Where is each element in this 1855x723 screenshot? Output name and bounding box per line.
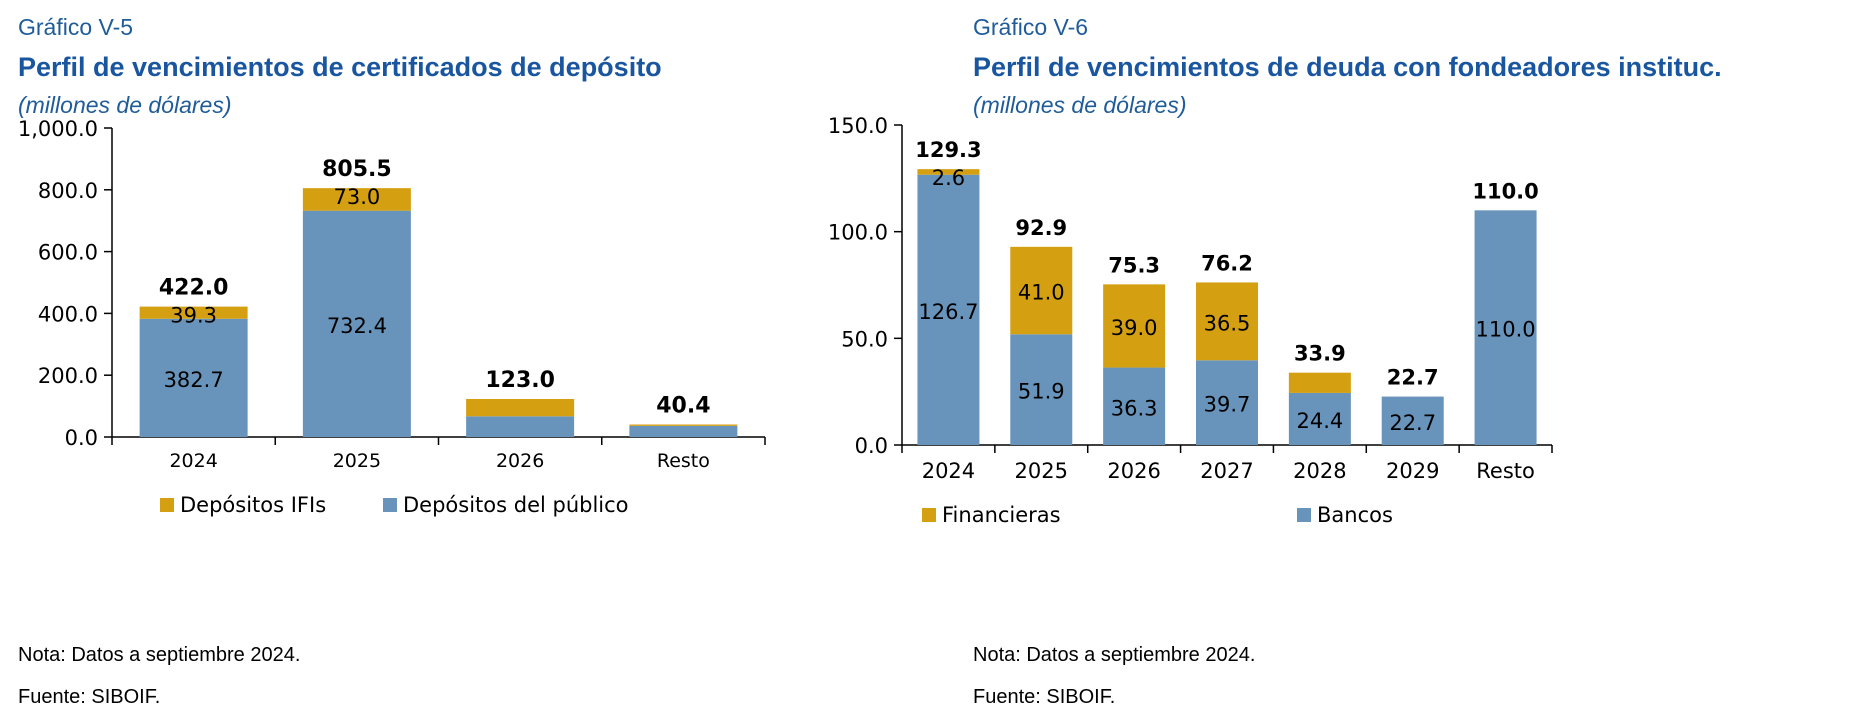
x-tick-label: 2027 (1200, 459, 1253, 483)
bar-segment (1288, 372, 1351, 393)
chart-unit: (millones de dólares) (18, 92, 232, 118)
data-label: 39.0 (1111, 316, 1158, 340)
bar-segment (1010, 334, 1073, 445)
x-tick-label: 2025 (333, 450, 381, 472)
bar-segment (1103, 284, 1166, 368)
bar-segment (302, 210, 411, 437)
chart-number: Gráfico V-6 (973, 14, 1089, 40)
data-label: 382.7 (164, 368, 224, 392)
data-label: 39.7 (1204, 393, 1251, 417)
total-label: 129.3 (915, 138, 981, 162)
total-label: 123.0 (485, 368, 555, 393)
y-tick-label: 0.0 (855, 434, 888, 458)
bar-segment (629, 424, 738, 426)
data-label: 732.4 (327, 314, 387, 338)
chart-note: Nota: Datos a septiembre 2024. (18, 644, 301, 666)
x-tick-label: 2025 (1015, 459, 1068, 483)
chart-title: Perfil de vencimientos de deuda con fond… (973, 52, 1722, 82)
y-tick-label: 100.0 (828, 221, 888, 245)
x-tick-label: Resto (657, 450, 710, 472)
bar-segment (1196, 282, 1258, 361)
bar-segment (917, 174, 980, 445)
data-label: 24.4 (1296, 409, 1343, 433)
legend-label: Bancos (1317, 503, 1393, 527)
legend-swatch (1297, 508, 1311, 522)
data-label: 51.9 (1018, 380, 1065, 404)
bar-segment (139, 318, 248, 437)
bar-segment (1381, 396, 1444, 445)
data-label: 36.3 (1111, 396, 1158, 420)
data-label: 2.6 (932, 166, 965, 190)
legend-swatch (383, 498, 397, 512)
chart-panel-v5: Gráfico V-5 Perfil de vencimientos de ce… (18, 14, 766, 708)
y-tick-label: 50.0 (841, 327, 888, 351)
y-tick-label: 600.0 (38, 241, 98, 265)
data-label: 73.0 (333, 185, 380, 209)
total-label: 76.2 (1201, 251, 1253, 275)
x-tick-label: 2028 (1293, 459, 1346, 483)
chart-source: Fuente: SIBOIF. (18, 686, 161, 708)
y-tick-label: 1,000.0 (18, 117, 98, 141)
total-label: 75.3 (1108, 253, 1160, 277)
chart-unit: (millones de dólares) (973, 92, 1187, 118)
y-tick-label: 800.0 (38, 179, 98, 203)
legend-swatch (160, 498, 174, 512)
legend-label: Depósitos IFIs (180, 493, 326, 517)
chart-source: Fuente: SIBOIF. (973, 686, 1116, 708)
data-label: 110.0 (1476, 318, 1536, 342)
total-label: 110.0 (1472, 179, 1538, 203)
bar-segment (629, 425, 738, 437)
x-tick-label: 2024 (169, 450, 217, 472)
bar-segment (139, 306, 248, 319)
y-tick-label: 0.0 (65, 426, 98, 450)
chart-plot: 1,000.0 800.0 600.0 400.0 200.0 0.0 2024 382.7 3… (18, 117, 766, 517)
legend-label: Financieras (942, 503, 1061, 527)
chart-title: Perfil de vencimientos de certificados d… (18, 52, 662, 82)
total-label: 33.9 (1294, 342, 1346, 366)
total-label: 92.9 (1015, 216, 1067, 240)
bar-segment (1474, 210, 1537, 445)
bar-segment (917, 169, 980, 175)
chart-panel-v6: Gráfico V-6 Perfil de vencimientos de de… (828, 0, 1855, 723)
chart-number: Gráfico V-5 (18, 14, 134, 40)
bar-segment (466, 416, 575, 437)
y-tick-label: 200.0 (38, 364, 98, 388)
total-label: 40.4 (656, 394, 710, 419)
x-tick-label: 2026 (496, 450, 544, 472)
y-tick-label: 150.0 (828, 114, 888, 138)
legend-swatch (922, 508, 936, 522)
data-label: 22.7 (1389, 411, 1436, 435)
total-label: 22.7 (1387, 366, 1439, 390)
bar-segment (302, 188, 411, 211)
legend-label: Depósitos del público (403, 493, 629, 517)
data-label: 41.0 (1018, 281, 1065, 305)
bar-segment (466, 398, 575, 417)
bar-segment (1288, 392, 1351, 445)
bar-segment (1010, 246, 1073, 335)
data-label: 36.5 (1204, 311, 1251, 335)
bar-segment (1196, 360, 1258, 445)
x-tick-label: 2026 (1107, 459, 1160, 483)
x-tick-label: 2029 (1386, 459, 1439, 483)
data-label: 126.7 (918, 300, 978, 324)
bar-segment (1103, 367, 1166, 445)
total-label: 805.5 (322, 157, 392, 182)
total-label: 422.0 (159, 276, 229, 301)
x-tick-label: Resto (1476, 459, 1535, 483)
chart-note: Nota: Datos a septiembre 2024. (973, 644, 1256, 666)
data-label: 39.3 (170, 304, 217, 328)
x-tick-label: 2024 (922, 459, 975, 483)
chart-plot: 150.0 100.0 50.0 0.0 2024 126.7 2.6 129.3 2025 51… (828, 114, 1553, 527)
y-tick-label: 400.0 (38, 302, 98, 326)
